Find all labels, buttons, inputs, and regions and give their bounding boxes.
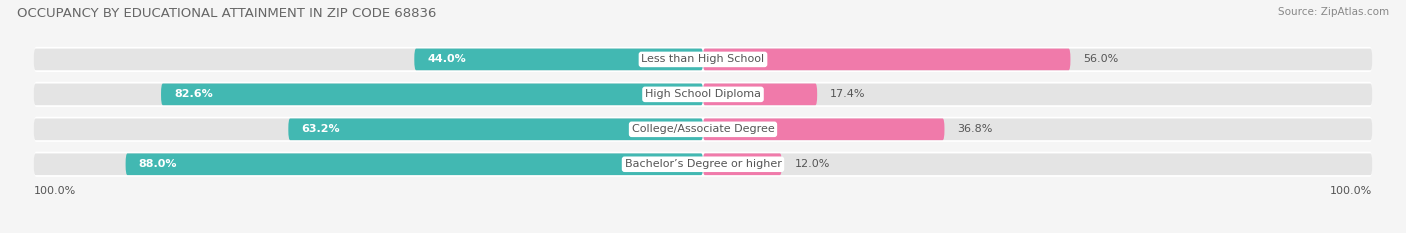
FancyBboxPatch shape [703,154,782,175]
FancyBboxPatch shape [703,118,945,140]
Text: 100.0%: 100.0% [34,186,76,196]
FancyBboxPatch shape [34,49,703,70]
FancyBboxPatch shape [34,117,1372,142]
Text: 63.2%: 63.2% [301,124,340,134]
FancyBboxPatch shape [703,118,1372,140]
FancyBboxPatch shape [34,47,1372,72]
Text: 12.0%: 12.0% [794,159,830,169]
FancyBboxPatch shape [703,49,1070,70]
Text: 44.0%: 44.0% [427,55,467,64]
FancyBboxPatch shape [162,84,703,105]
FancyBboxPatch shape [703,84,817,105]
FancyBboxPatch shape [415,49,703,70]
FancyBboxPatch shape [34,82,1372,107]
FancyBboxPatch shape [288,118,703,140]
Text: Less than High School: Less than High School [641,55,765,64]
Text: Source: ZipAtlas.com: Source: ZipAtlas.com [1278,7,1389,17]
Text: Bachelor’s Degree or higher: Bachelor’s Degree or higher [624,159,782,169]
FancyBboxPatch shape [34,154,703,175]
Text: 82.6%: 82.6% [174,89,212,99]
Text: 36.8%: 36.8% [957,124,993,134]
Text: 88.0%: 88.0% [139,159,177,169]
Text: High School Diploma: High School Diploma [645,89,761,99]
Text: 17.4%: 17.4% [831,89,866,99]
Text: OCCUPANCY BY EDUCATIONAL ATTAINMENT IN ZIP CODE 68836: OCCUPANCY BY EDUCATIONAL ATTAINMENT IN Z… [17,7,436,20]
FancyBboxPatch shape [34,84,703,105]
FancyBboxPatch shape [125,154,703,175]
Text: College/Associate Degree: College/Associate Degree [631,124,775,134]
FancyBboxPatch shape [703,49,1372,70]
Text: 56.0%: 56.0% [1084,55,1119,64]
FancyBboxPatch shape [34,118,703,140]
FancyBboxPatch shape [703,84,1372,105]
Text: 100.0%: 100.0% [1330,186,1372,196]
FancyBboxPatch shape [703,154,1372,175]
FancyBboxPatch shape [34,152,1372,177]
